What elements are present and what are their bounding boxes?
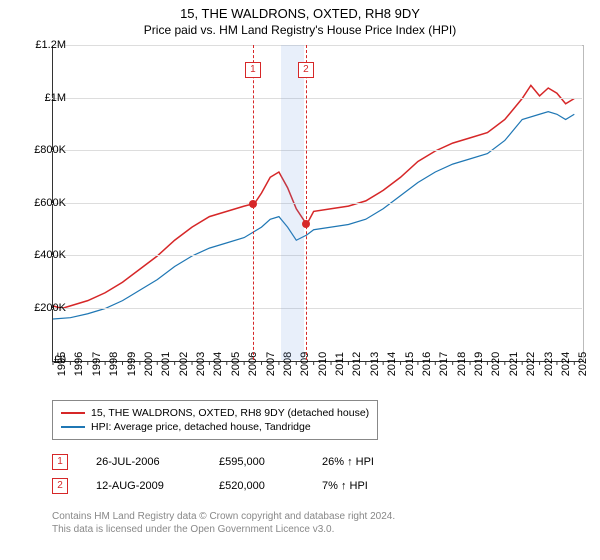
- x-axis-label: 2023: [543, 352, 555, 376]
- y-axis-label: £400K: [16, 249, 66, 261]
- chart-subtitle: Price paid vs. HM Land Registry's House …: [0, 21, 600, 37]
- x-axis-label: 1995: [56, 352, 68, 376]
- x-axis-label: 2007: [265, 352, 277, 376]
- x-axis-label: 2016: [421, 352, 433, 376]
- x-axis-label: 1997: [91, 352, 103, 376]
- sale-price: £520,000: [219, 480, 294, 492]
- legend-label: 15, THE WALDRONS, OXTED, RH8 9DY (detach…: [91, 407, 369, 419]
- footer-attribution: Contains HM Land Registry data © Crown c…: [52, 510, 395, 536]
- x-axis-label: 2004: [212, 352, 224, 376]
- x-axis-label: 2014: [386, 352, 398, 376]
- chart-series-line: [53, 85, 574, 308]
- chart-legend: 15, THE WALDRONS, OXTED, RH8 9DY (detach…: [52, 400, 378, 440]
- sale-marker-icon: 2: [298, 62, 314, 78]
- x-axis-label: 2013: [369, 352, 381, 376]
- y-axis-label: £1.2M: [16, 39, 66, 51]
- legend-label: HPI: Average price, detached house, Tand…: [91, 421, 311, 433]
- footer-line: Contains HM Land Registry data © Crown c…: [52, 510, 395, 523]
- x-axis-label: 2000: [143, 352, 155, 376]
- x-axis-label: 2019: [473, 352, 485, 376]
- sale-marker-icon: 2: [52, 478, 68, 494]
- y-axis-label: £1M: [16, 92, 66, 104]
- x-axis-label: 2017: [438, 352, 450, 376]
- chart-series-line: [53, 112, 574, 319]
- sales-row: 2 12-AUG-2009 £520,000 7% ↑ HPI: [52, 474, 374, 498]
- recession-shade: [281, 45, 304, 360]
- y-axis-label: £600K: [16, 197, 66, 209]
- sales-row: 1 26-JUL-2006 £595,000 26% ↑ HPI: [52, 450, 374, 474]
- x-axis-label: 2001: [160, 352, 172, 376]
- sale-date: 12-AUG-2009: [96, 480, 191, 492]
- x-axis-label: 2022: [525, 352, 537, 376]
- sale-marker-icon: 1: [52, 454, 68, 470]
- sale-date: 26-JUL-2006: [96, 456, 191, 468]
- x-axis-label: 2002: [178, 352, 190, 376]
- x-axis-label: 2015: [404, 352, 416, 376]
- x-axis-label: 2024: [560, 352, 572, 376]
- sale-marker-line: [306, 45, 307, 360]
- chart-title: 15, THE WALDRONS, OXTED, RH8 9DY: [0, 0, 600, 21]
- sales-table: 1 26-JUL-2006 £595,000 26% ↑ HPI 2 12-AU…: [52, 450, 374, 498]
- y-axis-label: £200K: [16, 302, 66, 314]
- sale-marker-icon: 1: [245, 62, 261, 78]
- sale-hpi-diff: 26% ↑ HPI: [322, 456, 374, 468]
- x-axis-label: 2010: [317, 352, 329, 376]
- x-axis-label: 2020: [490, 352, 502, 376]
- legend-item: HPI: Average price, detached house, Tand…: [61, 420, 369, 434]
- footer-line: This data is licensed under the Open Gov…: [52, 523, 395, 536]
- x-axis-label: 1999: [126, 352, 138, 376]
- x-axis-label: 2005: [230, 352, 242, 376]
- x-axis-label: 1998: [108, 352, 120, 376]
- y-axis-label: £800K: [16, 144, 66, 156]
- sale-hpi-diff: 7% ↑ HPI: [322, 480, 368, 492]
- x-axis-label: 2003: [195, 352, 207, 376]
- sale-dot: [249, 200, 257, 208]
- x-axis-label: 2018: [456, 352, 468, 376]
- x-axis-label: 2021: [508, 352, 520, 376]
- x-axis-label: 2012: [351, 352, 363, 376]
- sale-price: £595,000: [219, 456, 294, 468]
- x-axis-label: 2011: [334, 352, 346, 376]
- chart-plot-area: [52, 45, 584, 362]
- legend-item: 15, THE WALDRONS, OXTED, RH8 9DY (detach…: [61, 406, 369, 420]
- x-axis-label: 1996: [73, 352, 85, 376]
- sale-dot: [302, 220, 310, 228]
- x-axis-label: 2025: [577, 352, 589, 376]
